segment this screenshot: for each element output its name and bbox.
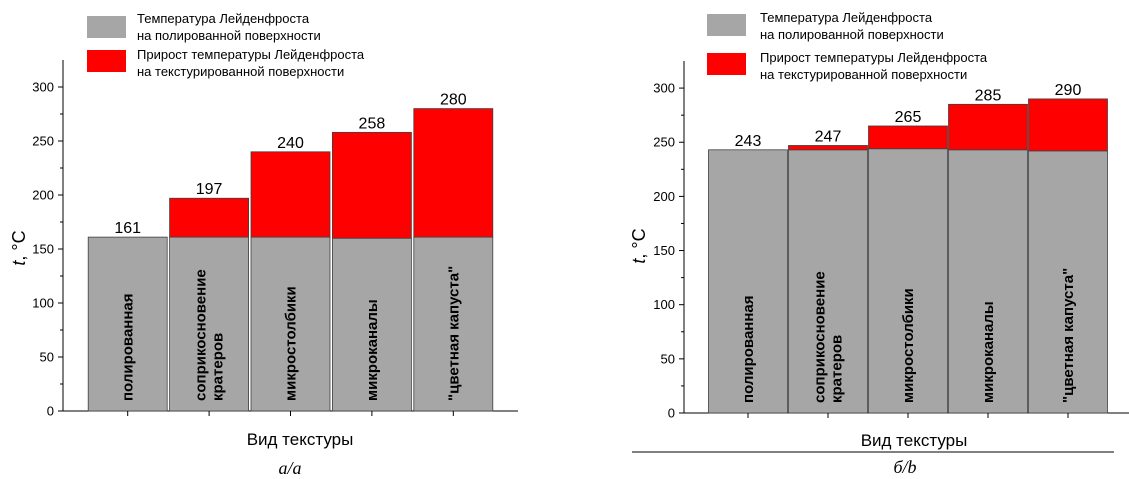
legend-text-base-line1: Температура Лейденфроста [137, 11, 310, 26]
legend-text-base-line2: на полированной поверхности [137, 28, 321, 43]
y-tick-label-50: 50 [661, 351, 675, 366]
legend-text-increase-line2: на текстурированной поверхности [760, 67, 967, 82]
legend-swatch-base [707, 14, 746, 36]
caption-b: б/b [893, 457, 916, 477]
y-axis-label-unit: , °C [9, 230, 29, 260]
bar-base-3 [948, 149, 1028, 414]
category-label-2-0: микростолбики [283, 286, 300, 401]
value-label-2: 265 [895, 109, 922, 126]
y-axis-label: t, °C [9, 230, 29, 265]
y-tick-label-250: 250 [32, 134, 54, 149]
y-tick-label-250: 250 [653, 135, 675, 150]
y-axis-label-unit: , °C [629, 228, 649, 258]
bar-base-0 [87, 236, 168, 412]
category-label-1-1: кратеров [829, 335, 846, 403]
bar-base-4 [413, 236, 494, 412]
y-tick-label-50: 50 [40, 350, 54, 365]
category-label-2-0: микростолбики [900, 288, 917, 403]
chart-panel-a: Температура Лейденфроста на полированной… [9, 11, 518, 478]
value-label-3: 258 [359, 115, 386, 132]
category-label-4-0: "цветная капуста" [1060, 268, 1077, 403]
bar-increase-4 [413, 108, 494, 238]
legend-swatch-increase [87, 50, 126, 72]
legend-text-increase-line1: Прирост температуры Лейденфроста [760, 50, 988, 65]
legend-text-base-line1: Температура Лейденфроста [760, 10, 933, 25]
y-axis-label-symbol: t [629, 258, 649, 264]
caption-a: а/a [278, 458, 301, 478]
legend-swatch-increase [707, 53, 746, 75]
y-tick-label-0: 0 [668, 406, 675, 421]
legend: Температура Лейденфроста на полированной… [87, 11, 365, 79]
bar-base-2 [868, 148, 948, 414]
y-tick-label-100: 100 [32, 296, 54, 311]
bar-increase-2 [250, 151, 331, 238]
bar-base-4 [1028, 150, 1108, 414]
value-label-1: 197 [196, 181, 223, 198]
value-label-0: 161 [114, 220, 141, 237]
value-label-4: 290 [1055, 82, 1082, 99]
legend: Температура Лейденфроста на полированной… [707, 10, 988, 82]
category-label-0-0: полированная [120, 293, 137, 401]
y-axis-label-symbol: t [9, 260, 29, 266]
bar-increase-4 [1028, 98, 1108, 152]
y-tick-label-150: 150 [32, 242, 54, 257]
y-tick-label-300: 300 [653, 81, 675, 96]
legend-swatch-base [87, 16, 126, 38]
value-label-2: 240 [277, 135, 304, 152]
bar-base-2 [250, 236, 331, 412]
bar-base-3 [331, 237, 412, 412]
category-label-1-0: соприкосновение [812, 271, 829, 403]
bar-increase-3 [948, 103, 1028, 151]
category-label-1-1: кратеров [210, 333, 227, 401]
value-label-1: 247 [815, 128, 842, 145]
bar-base-0 [708, 149, 788, 414]
y-tick-label-100: 100 [653, 297, 675, 312]
chart-panel-b: Температура Лейденфроста на полированной… [629, 10, 1129, 477]
plot-area: 0 50 100 150 200 250 300 243 полированная 247 сопр… [653, 61, 1129, 421]
plot-area: 0 50 100 150 200 250 300 161 полированная 197 сопр… [32, 60, 518, 419]
x-axis-label: Вид текстуры [861, 431, 968, 450]
bar-base-1 [788, 149, 868, 414]
value-label-3: 285 [975, 87, 1002, 104]
bar-increase-3 [331, 131, 412, 239]
y-axis-label: t, °C [629, 228, 649, 263]
value-label-4: 280 [440, 92, 467, 109]
y-tick-label-200: 200 [32, 188, 54, 203]
bar-increase-1 [169, 197, 250, 238]
category-label-4-0: "цветная капуста" [445, 266, 462, 401]
legend-text-base-line2: на полированной поверхности [760, 27, 944, 42]
category-label-3-0: микроканалы [980, 301, 997, 403]
y-tick-label-300: 300 [32, 80, 54, 95]
y-tick-label-150: 150 [653, 243, 675, 258]
category-label-1-0: соприкосновение [193, 269, 210, 401]
x-axis-label: Вид текстуры [247, 430, 354, 449]
category-label-0-0: полированная [740, 295, 757, 403]
legend-text-increase-line2: на текстурированной поверхности [137, 64, 344, 79]
value-label-0: 243 [735, 133, 762, 150]
category-label-3-0: микроканалы [364, 299, 381, 401]
y-tick-label-200: 200 [653, 189, 675, 204]
bar-increase-2 [868, 125, 948, 150]
bar-increase-1 [788, 145, 868, 151]
legend-text-increase-line1: Прирост температуры Лейденфроста [137, 47, 365, 62]
y-tick-label-0: 0 [47, 404, 54, 419]
